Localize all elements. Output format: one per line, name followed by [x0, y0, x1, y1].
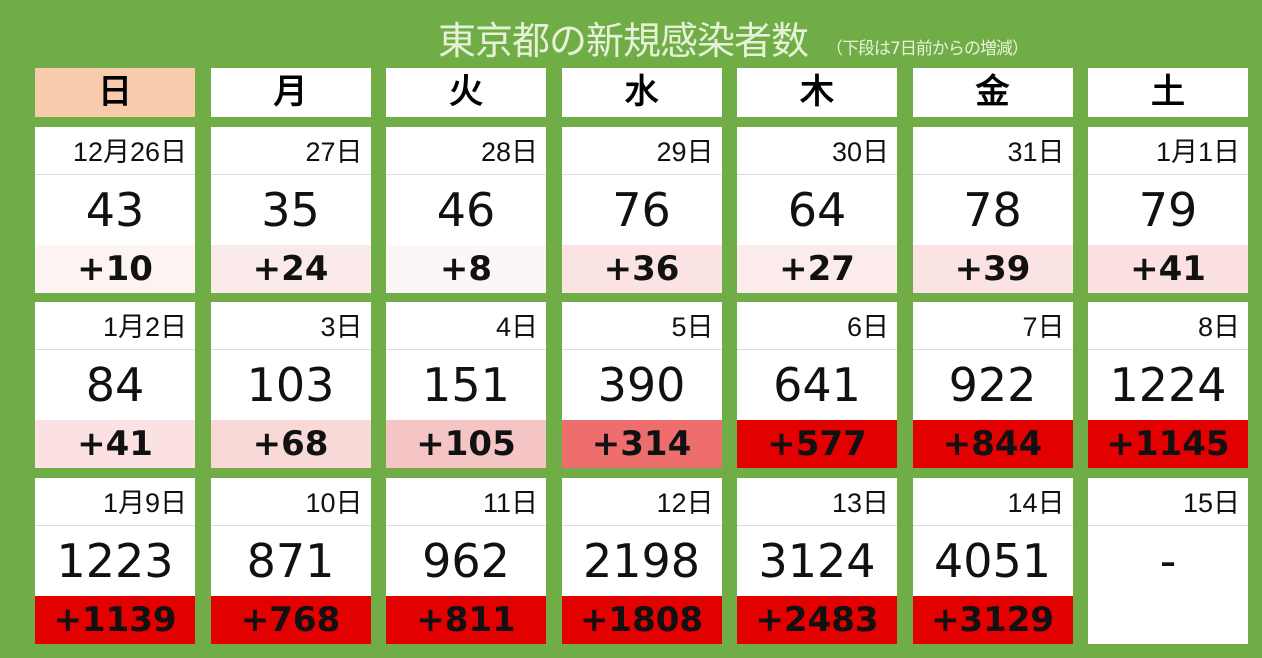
- weekly-change: +1139: [35, 596, 195, 644]
- new-cases: 78: [963, 183, 1022, 237]
- page-title: 東京都の新規感染者数 （下段は7日前からの増減）: [438, 10, 1029, 65]
- weekly-change: +1808: [561, 596, 722, 644]
- day-cell: 3日 103 +68: [210, 302, 371, 468]
- weekday-header: 金: [912, 68, 1073, 117]
- new-cases: -: [1159, 534, 1177, 588]
- date-label: 8日: [1088, 302, 1248, 350]
- weekday-header: 木: [737, 68, 897, 117]
- weekly-change: +10: [35, 245, 195, 293]
- new-cases: 641: [773, 358, 861, 412]
- weekly-change: +811: [386, 596, 546, 644]
- day-cell: 31日 78 +39: [912, 127, 1073, 293]
- new-cases: 46: [436, 183, 496, 237]
- day-cell: 8日 1224 +1145: [1088, 302, 1248, 468]
- date-label: 15日: [1088, 478, 1248, 526]
- day-cell: 13日 3124 +2483: [737, 478, 897, 644]
- day-cell: 12日 2198 +1808: [561, 478, 722, 644]
- day-cell: 15日 -: [1088, 478, 1248, 644]
- date-label: 28日: [386, 127, 546, 175]
- weekly-change: +8: [386, 245, 546, 293]
- weekly-change: +3129: [912, 596, 1073, 644]
- day-cell: 28日 46 +8: [386, 127, 546, 293]
- new-cases: 79: [1138, 183, 1198, 237]
- date-label: 6日: [737, 302, 897, 350]
- date-label: 1月2日: [35, 302, 195, 350]
- weekday-header: 日: [35, 68, 195, 117]
- day-cell: 30日 64 +27: [737, 127, 897, 293]
- weekly-change: +24: [210, 245, 371, 293]
- date-label: 5日: [561, 302, 722, 350]
- date-label: 4日: [386, 302, 546, 350]
- date-label: 12月26日: [35, 127, 195, 175]
- day-cell: 1月9日 1223 +1139: [35, 478, 195, 644]
- new-cases: 151: [422, 358, 510, 412]
- day-cell: 1月1日 79 +41: [1088, 127, 1248, 293]
- new-cases: 3124: [758, 534, 876, 588]
- day-cell: 12月26日 43 +10: [35, 127, 195, 293]
- date-label: 1月1日: [1088, 127, 1248, 175]
- weekly-change: +1145: [1088, 420, 1248, 468]
- new-cases: 35: [261, 183, 320, 237]
- new-cases: 962: [422, 534, 510, 588]
- day-cell: 11日 962 +811: [386, 478, 546, 644]
- date-label: 31日: [912, 127, 1073, 175]
- new-cases: 64: [787, 183, 847, 237]
- new-cases: 390: [597, 358, 686, 412]
- date-label: 12日: [561, 478, 722, 526]
- date-label: 13日: [737, 478, 897, 526]
- weekly-change: +768: [210, 596, 371, 644]
- new-cases: 2198: [582, 534, 701, 588]
- new-cases: 84: [85, 358, 145, 412]
- day-cell: 29日 76 +36: [561, 127, 722, 293]
- weekly-change: +36: [561, 245, 722, 293]
- new-cases: 4051: [933, 534, 1052, 588]
- weekly-change: +2483: [737, 596, 897, 644]
- day-cell: 6日 641 +577: [737, 302, 897, 468]
- weekday-header: 土: [1088, 68, 1248, 117]
- day-cell: 5日 390 +314: [561, 302, 722, 468]
- title-text: 東京都の新規感染者数: [438, 19, 809, 63]
- weekly-change: +27: [737, 245, 897, 293]
- weekly-change: +314: [561, 420, 722, 468]
- date-label: 3日: [210, 302, 371, 350]
- date-label: 10日: [210, 478, 371, 526]
- new-cases: 871: [246, 534, 335, 588]
- weekly-change: +105: [386, 420, 546, 468]
- new-cases: 103: [246, 358, 335, 412]
- date-label: 29日: [561, 127, 722, 175]
- day-cell: 4日 151 +105: [386, 302, 546, 468]
- weekly-change: +844: [912, 420, 1073, 468]
- date-label: 30日: [737, 127, 897, 175]
- day-cell: 10日 871 +768: [210, 478, 371, 644]
- weekly-change: +39: [912, 245, 1073, 293]
- weekly-change: +41: [35, 420, 195, 468]
- day-cell: 14日 4051 +3129: [912, 478, 1073, 644]
- new-cases: 922: [948, 358, 1037, 412]
- weekly-change: +577: [737, 420, 897, 468]
- new-cases: 43: [85, 183, 145, 237]
- weekly-change: [1088, 596, 1248, 644]
- new-cases: 1223: [56, 534, 174, 588]
- weekly-change: +68: [210, 420, 371, 468]
- day-cell: 27日 35 +24: [210, 127, 371, 293]
- new-cases: 76: [612, 183, 671, 237]
- weekday-header: 月: [210, 68, 371, 117]
- day-cell: 7日 922 +844: [912, 302, 1073, 468]
- date-label: 1月9日: [35, 478, 195, 526]
- date-label: 7日: [912, 302, 1073, 350]
- subtitle: （下段は7日前からの増減）: [826, 39, 1029, 59]
- weekly-change: +41: [1088, 245, 1248, 293]
- date-label: 14日: [912, 478, 1073, 526]
- date-label: 27日: [210, 127, 371, 175]
- weekday-header: 水: [561, 68, 722, 117]
- weekday-header: 火: [386, 68, 546, 117]
- day-cell: 1月2日 84 +41: [35, 302, 195, 468]
- date-label: 11日: [386, 478, 546, 526]
- new-cases: 1224: [1109, 358, 1227, 412]
